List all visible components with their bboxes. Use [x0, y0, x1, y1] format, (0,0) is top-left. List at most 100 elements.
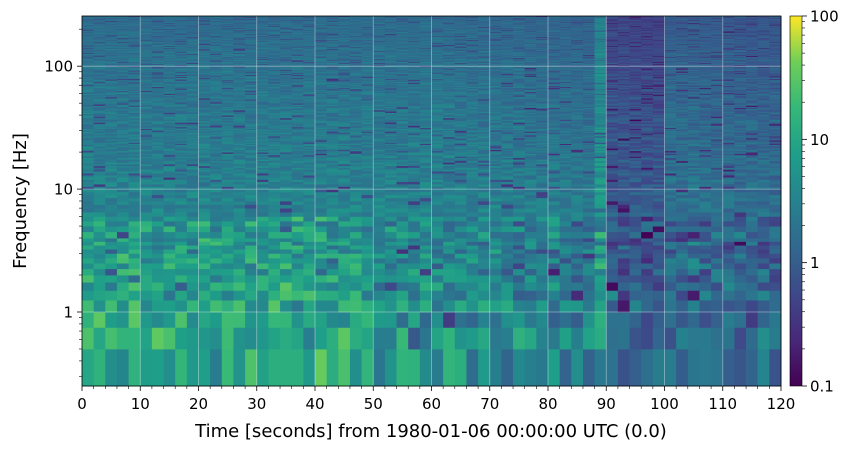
heatmap-cell [151, 68, 164, 70]
heatmap-cell [163, 68, 176, 70]
heatmap-cell [151, 282, 164, 291]
heatmap-cell [163, 149, 176, 152]
heatmap-cell [93, 212, 106, 217]
heatmap-cell [221, 231, 234, 239]
heatmap-cell [163, 300, 176, 313]
heatmap-cell [210, 184, 223, 187]
heatmap-cell [140, 127, 153, 130]
heatmap-cell [82, 78, 95, 80]
heatmap-cell [140, 80, 153, 82]
heatmap-cell [151, 73, 164, 75]
heatmap-cell [116, 249, 129, 254]
heatmap-cell [128, 171, 141, 174]
heatmap-cell [151, 60, 164, 62]
heatmap-cell [82, 127, 95, 130]
heatmap-cell [93, 50, 106, 51]
heatmap-cell [128, 82, 141, 84]
heatmap-cell [198, 189, 211, 193]
heatmap-cell [151, 79, 164, 81]
heatmap-cell [93, 100, 106, 102]
heatmap-cell [163, 201, 176, 205]
heatmap-cell [245, 204, 258, 209]
heatmap-cell [116, 127, 129, 130]
heatmap-cell [233, 241, 246, 246]
heatmap-cell [268, 179, 281, 183]
heatmap-cell [93, 189, 106, 193]
heatmap-cell [82, 91, 95, 93]
heatmap-cell [151, 104, 164, 106]
heatmap-cell [105, 82, 118, 84]
heatmap-cell [140, 56, 153, 58]
heatmap-cell [105, 173, 118, 176]
heatmap-cell [151, 130, 164, 132]
heatmap-cell [140, 51, 153, 53]
heatmap-cell [175, 275, 188, 283]
heatmap-cell [128, 169, 141, 172]
heatmap-cell [140, 108, 153, 111]
heatmap-cell [186, 300, 199, 313]
heatmap-cell [116, 56, 129, 57]
heatmap-cell [245, 263, 258, 270]
heatmap-cell [140, 120, 153, 123]
heatmap-cell [151, 78, 164, 80]
heatmap-cell [128, 107, 141, 110]
heatmap-cell [82, 53, 95, 54]
heatmap-cell [93, 85, 106, 87]
heatmap-cell [233, 238, 246, 242]
heatmap-cell [163, 145, 176, 148]
heatmap-cell [105, 212, 118, 217]
heatmap-cell [116, 186, 129, 190]
heatmap-cell [93, 54, 106, 56]
heatmap-cell [82, 282, 95, 291]
heatmap-cell [140, 111, 153, 113]
heatmap-cell [128, 122, 141, 125]
heatmap-cell [198, 194, 211, 199]
heatmap-cell [93, 90, 106, 93]
heatmap-cell [82, 201, 95, 205]
heatmap-cell [245, 221, 258, 227]
heatmap-cell [140, 157, 153, 160]
heatmap-cell [82, 67, 95, 69]
heatmap-cell [163, 175, 176, 178]
heatmap-cell [151, 72, 164, 74]
heatmap-cell [116, 96, 129, 98]
heatmap-cell [151, 171, 164, 174]
heatmap-cell [128, 63, 141, 64]
heatmap-cell [163, 99, 176, 101]
heatmap-cell [245, 184, 258, 187]
heatmap-cell [128, 148, 141, 150]
heatmap-cell [128, 160, 141, 163]
heatmap-cell [82, 134, 95, 136]
heatmap-cell [82, 56, 95, 58]
heatmap-cell [128, 138, 141, 140]
heatmap-cell [163, 258, 176, 264]
heatmap-cell [116, 74, 129, 76]
heatmap-cell [221, 226, 234, 233]
heatmap-cell [105, 66, 118, 68]
heatmap-cell [140, 74, 153, 76]
heatmap-cell [105, 275, 118, 283]
heatmap-cell [128, 165, 141, 168]
heatmap-cell [198, 300, 211, 313]
heatmap-cell [128, 83, 141, 85]
heatmap-cell [151, 204, 164, 209]
heatmap-cell [128, 102, 141, 104]
heatmap-cell [140, 57, 153, 59]
heatmap-cell [140, 96, 153, 98]
heatmap-cell [105, 61, 118, 63]
heatmap-cell [82, 71, 95, 73]
heatmap-cell [163, 104, 176, 106]
heatmap-cell [256, 208, 269, 213]
heatmap-cell [175, 226, 188, 233]
heatmap-cell [233, 253, 246, 259]
heatmap-cell [82, 327, 95, 350]
heatmap-cell [105, 68, 118, 70]
heatmap-cell [116, 91, 129, 93]
heatmap-cell [116, 245, 129, 250]
heatmap-cell [116, 57, 129, 59]
heatmap-cell [93, 165, 106, 168]
heatmap-cell [140, 58, 153, 60]
heatmap-cell [93, 85, 106, 88]
heatmap-cell [198, 249, 211, 254]
heatmap-cell [186, 181, 199, 185]
